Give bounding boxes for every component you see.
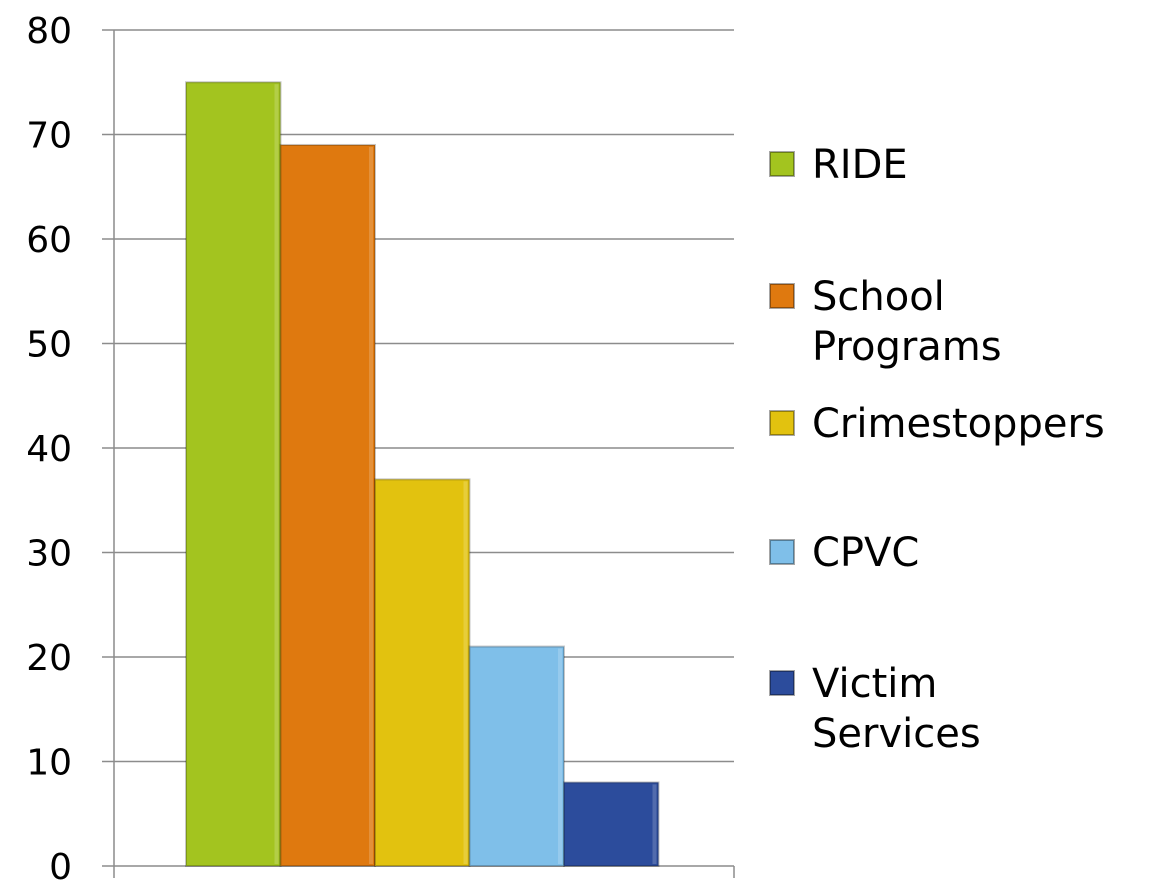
bar <box>279 143 376 867</box>
bar-highlight <box>369 146 373 864</box>
y-tick-label: 60 <box>26 220 72 261</box>
y-tick-label: 0 <box>49 847 72 883</box>
y-tick-label: 20 <box>26 638 72 679</box>
bar-highlight <box>558 648 562 864</box>
legend-label: RIDE <box>812 142 908 188</box>
bar-highlight <box>274 84 279 864</box>
y-tick-label: 50 <box>26 325 72 366</box>
legend-label: Crimestoppers <box>812 401 1105 447</box>
legend-swatch <box>769 670 795 696</box>
y-tick-label: 70 <box>26 116 72 157</box>
bar <box>185 81 282 867</box>
legend-swatch <box>769 410 795 436</box>
y-tick-label: 40 <box>26 429 72 470</box>
bar <box>374 478 471 867</box>
bar-highlight <box>463 481 468 864</box>
bar-group <box>374 478 471 867</box>
bar-group <box>185 81 282 867</box>
y-axis-tick-labels: 0 10 20 30 40 50 60 70 80 <box>26 11 114 887</box>
bar <box>563 781 660 868</box>
bar <box>468 645 565 867</box>
legend-label: Victim <box>812 661 937 707</box>
legend-item: RIDE <box>769 142 908 188</box>
bars <box>185 81 660 868</box>
y-tick-label: 30 <box>26 534 72 575</box>
y-tick-label: 10 <box>26 743 72 784</box>
legend-swatch <box>769 539 795 565</box>
bar-group <box>279 143 376 867</box>
y-tick-label: 80 <box>26 11 72 52</box>
bar-group <box>563 781 660 868</box>
legend-label: Services <box>812 711 981 757</box>
legend-item: CPVC <box>769 530 919 576</box>
legend-label: School <box>812 274 945 320</box>
bar-group <box>468 645 565 867</box>
legend-label: Programs <box>812 324 1002 370</box>
legend-item: Crimestoppers <box>769 401 1105 447</box>
legend-swatch <box>769 151 795 177</box>
legend-label: CPVC <box>812 530 919 576</box>
legend-swatch <box>769 283 795 309</box>
bar-highlight <box>652 784 657 864</box>
